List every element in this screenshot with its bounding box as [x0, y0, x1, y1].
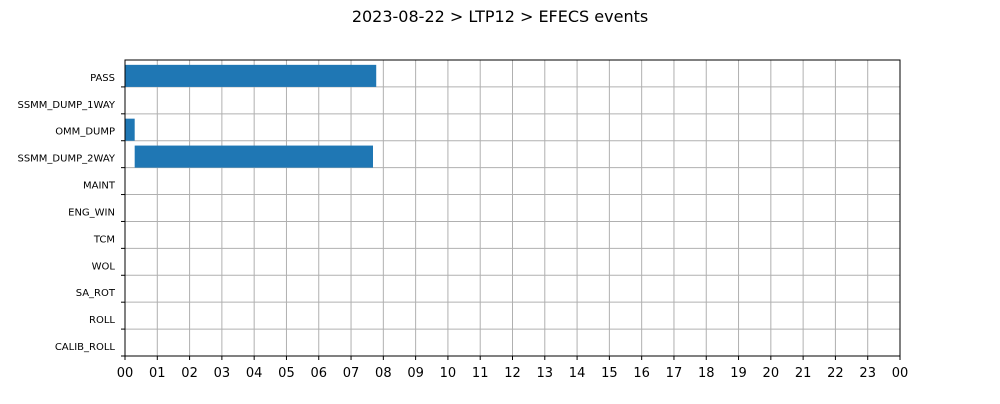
x-tick-label: 00 [117, 366, 134, 381]
y-tick-label: ENG_WIN [68, 207, 115, 218]
bars-layer [125, 64, 377, 168]
x-tick-label: 15 [601, 366, 618, 381]
x-tick-label: 06 [310, 366, 327, 381]
grid-layer [124, 60, 901, 357]
y-tick-label: MAINT [83, 181, 116, 192]
y-tick-label: OMM_DUMP [55, 127, 115, 138]
y-tick-label: TCM [93, 234, 115, 245]
x-tick-label: 08 [375, 366, 392, 381]
x-tick-label: 14 [569, 366, 586, 381]
x-tick-label: 12 [504, 366, 521, 381]
x-tick-labels: 00 01 02 03 04 05 06 07 08 09 10 11 12 13 14 15 16 17 18 19… [117, 366, 909, 381]
x-tick-label: 21 [795, 366, 812, 381]
x-tick-label: 17 [666, 366, 683, 381]
x-tick-label: 23 [859, 366, 876, 381]
y-tick-label: SSMM_DUMP_2WAY [17, 154, 115, 165]
axes-layer [121, 59, 901, 360]
x-tick-label: 11 [472, 366, 489, 381]
y-tick-label: PASS [90, 73, 115, 84]
x-tick-label: 19 [730, 366, 747, 381]
x-tick-label: 04 [246, 366, 263, 381]
x-tick-label: 09 [407, 366, 424, 381]
x-tick-label: 02 [181, 366, 198, 381]
chart-title: 2023-08-22 > LTP12 > EFECS events [352, 7, 648, 26]
y-tick-label: WOL [92, 261, 116, 272]
x-tick-label: 20 [763, 366, 780, 381]
x-tick-label: 13 [537, 366, 554, 381]
y-tick-label: CALIB_ROLL [55, 342, 116, 353]
x-tick-label: 07 [343, 366, 360, 381]
x-tick-label: 05 [278, 366, 295, 381]
x-tick-label: 00 [892, 366, 909, 381]
y-tick-label: ROLL [89, 315, 115, 326]
y-tick-label: SA_ROT [76, 288, 116, 299]
x-tick-label: 22 [827, 366, 844, 381]
x-tick-label: 10 [440, 366, 457, 381]
x-tick-label: 01 [149, 366, 166, 381]
x-tick-label: 03 [214, 366, 231, 381]
event-bar-pass [125, 64, 377, 87]
event-bar-ssmm-dump-2way [134, 145, 373, 168]
x-tick-label: 18 [698, 366, 715, 381]
x-tick-label: 16 [633, 366, 650, 381]
y-tick-labels: PASS SSMM_DUMP_1WAY OMM_DUMP SSMM_DUMP_2WAY… [17, 73, 115, 353]
y-tick-label: SSMM_DUMP_1WAY [17, 100, 115, 111]
event-bar-omm-dump [125, 118, 135, 141]
